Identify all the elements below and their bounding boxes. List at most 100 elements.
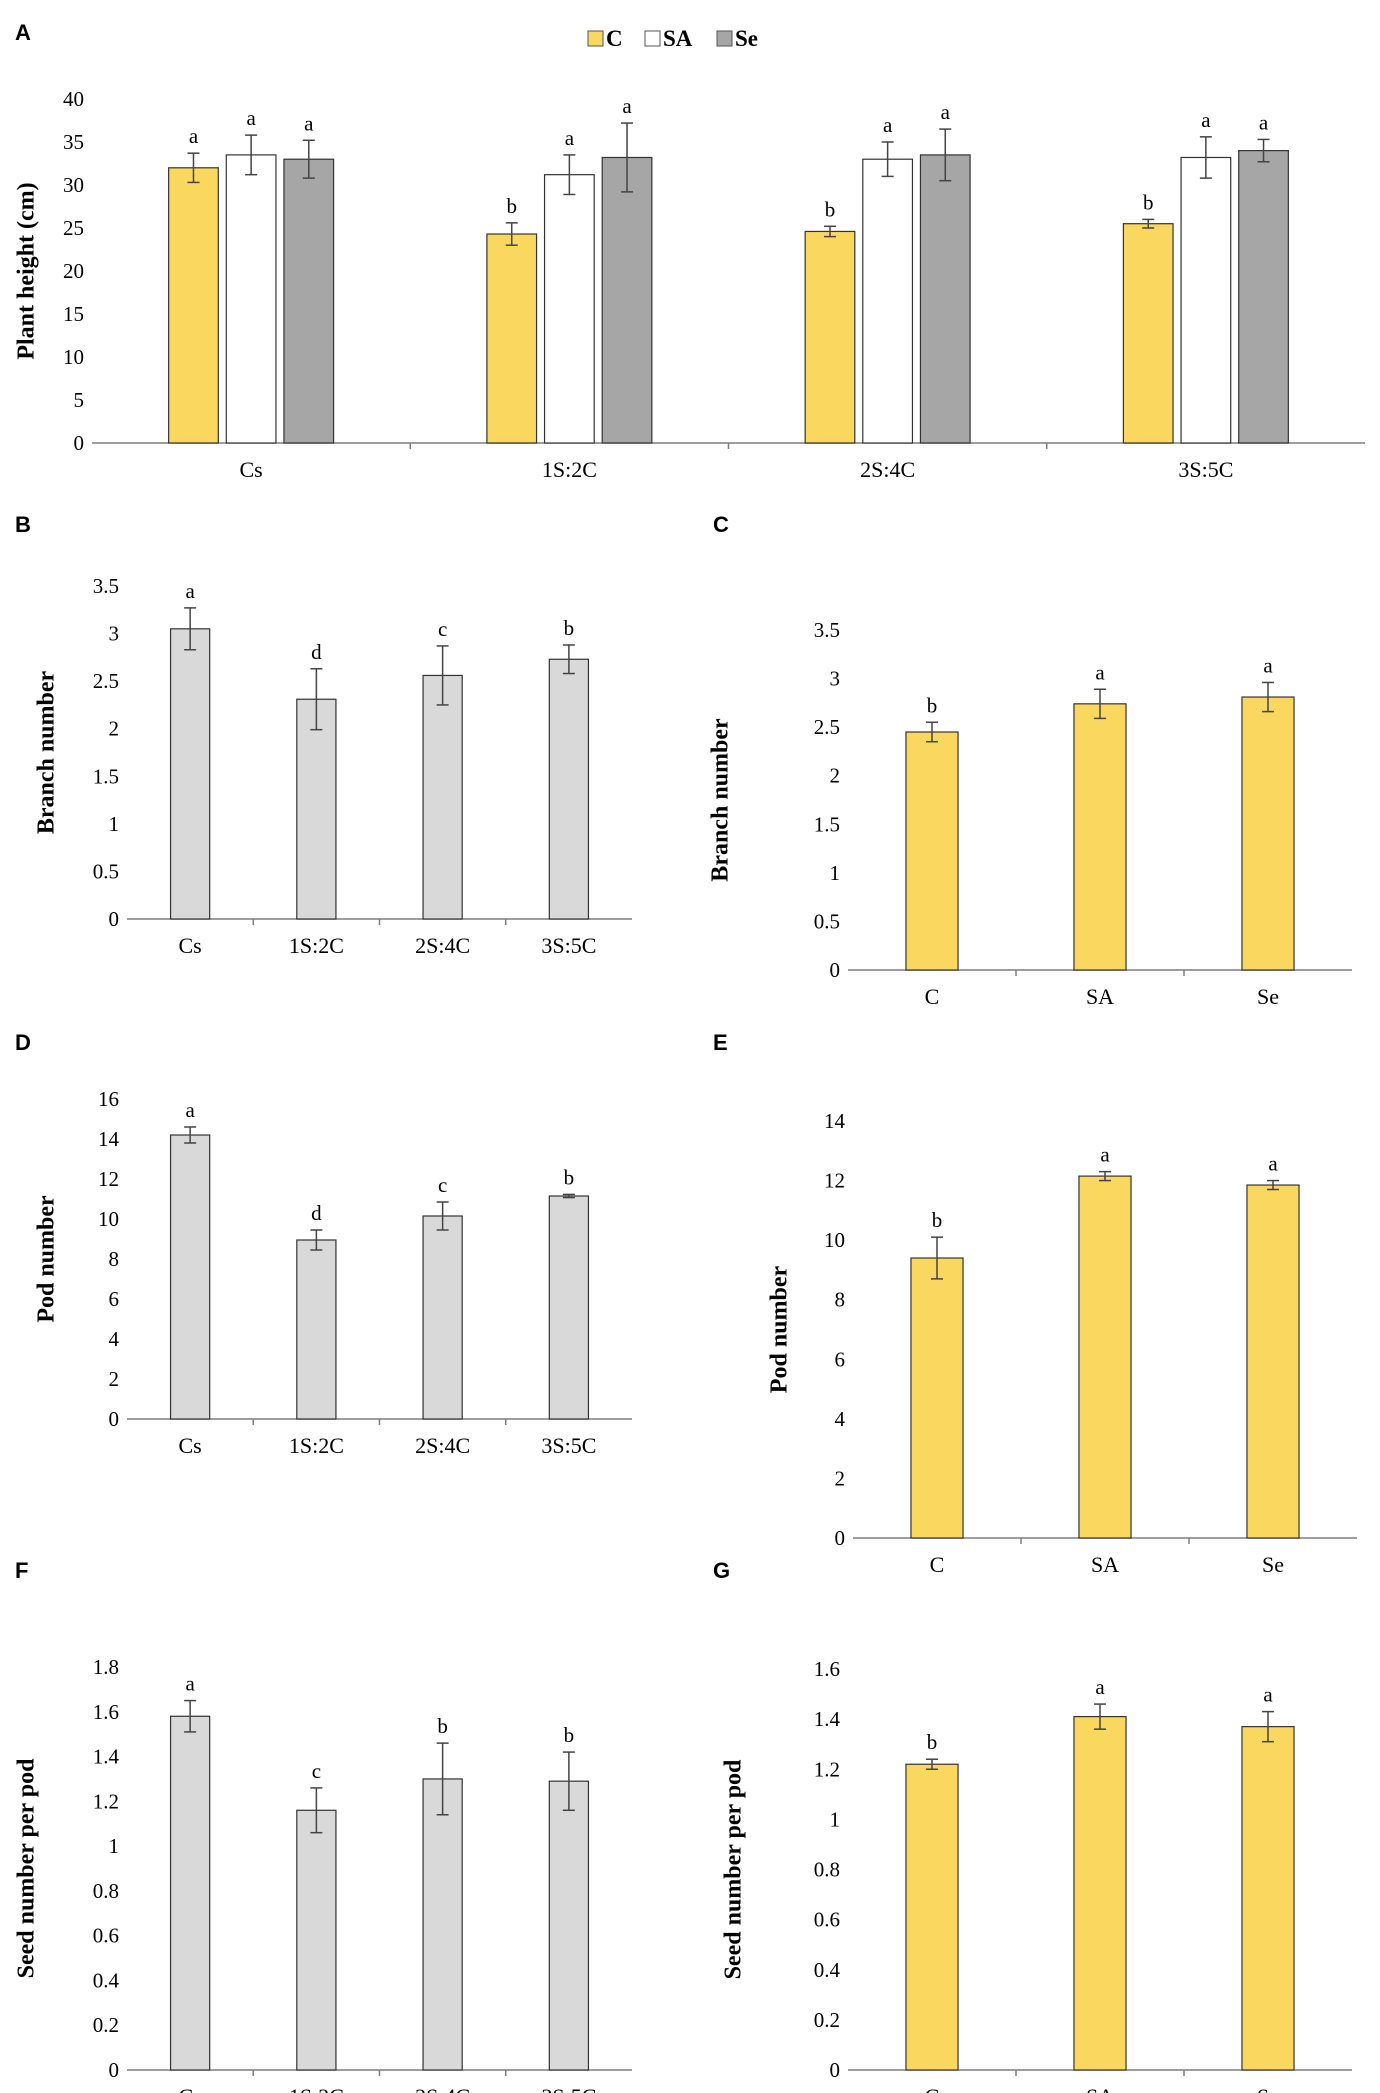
y-tick-label: 1.6 [93, 1700, 119, 1724]
x-tick-label: C [930, 1552, 945, 1577]
y-axis-title: Branch number [34, 670, 60, 834]
y-tick-label: 2.5 [814, 715, 840, 739]
y-tick-label: 1.2 [814, 1757, 840, 1781]
significance-letter: b [564, 1165, 575, 1189]
x-tick-label: 2S:4C [415, 933, 470, 958]
y-tick-label: 1.4 [814, 1707, 841, 1731]
bar [168, 167, 219, 444]
y-axis-title: Pod number [767, 1265, 793, 1393]
y-tick-label: 35 [63, 130, 84, 154]
y-tick-label: 0 [109, 907, 120, 931]
y-tick-label: 0 [830, 958, 841, 982]
x-tick-label: Cs [179, 2084, 202, 2093]
bar [169, 1715, 211, 2071]
significance-letter: b [927, 1730, 938, 1754]
bar [919, 154, 971, 444]
y-tick-label: 10 [824, 1228, 845, 1252]
significance-letter: a [1095, 1675, 1105, 1699]
y-tick-label: 0.6 [814, 1908, 840, 1932]
y-tick-label: 8 [835, 1288, 846, 1312]
y-tick-label: 10 [63, 345, 84, 369]
y-tick-label: 0 [830, 2058, 841, 2082]
significance-letter: b [564, 616, 575, 640]
y-tick-label: 0 [74, 431, 85, 455]
x-tick-label: SA [1091, 1552, 1119, 1577]
legend-swatch-se [716, 30, 733, 47]
bar [422, 674, 463, 920]
legend: C SA Se [587, 26, 758, 51]
significance-letter: a [1263, 1683, 1273, 1707]
significance-letter: a [1268, 1152, 1278, 1176]
significance-letter: c [438, 617, 447, 641]
significance-letter: a [565, 126, 575, 150]
x-tick-label: 1S:2C [289, 933, 344, 958]
bar [1122, 223, 1174, 444]
y-tick-label: 0.8 [814, 1858, 840, 1882]
panel-label-g: G [713, 1558, 730, 1583]
x-tick-label: 2S:4C [860, 457, 915, 482]
bar [543, 174, 595, 444]
y-tick-label: 0 [109, 1407, 120, 1431]
bar [169, 628, 211, 920]
significance-letter: b [564, 1723, 575, 1747]
significance-letter: b [927, 693, 938, 717]
significance-letter: a [1100, 1143, 1110, 1167]
bar [548, 658, 590, 920]
y-tick-label: 1.5 [814, 812, 840, 836]
y-tick-label: 6 [835, 1347, 846, 1371]
panel-label-d: D [15, 1030, 31, 1055]
bar [296, 1239, 337, 1420]
bar [422, 1215, 463, 1420]
panel-label-e: E [713, 1030, 728, 1055]
panel-label-b: B [15, 512, 31, 537]
x-tick-label: 2S:4C [415, 2084, 470, 2093]
y-axis-title: Branch number [708, 718, 734, 882]
bar [910, 1257, 964, 1539]
y-tick-label: 0.4 [93, 1968, 120, 1992]
significance-letter: c [438, 1173, 447, 1197]
bar [548, 1195, 590, 1420]
significance-letter: a [304, 111, 314, 135]
y-tick-label: 1 [109, 1834, 120, 1858]
y-tick-label: 2 [830, 764, 841, 788]
y-tick-label: 4 [835, 1407, 846, 1431]
y-tick-label: 20 [63, 259, 84, 283]
panel-d: D 0 2 4 6 8 10 12 14 16 Pod number Cs a 1S:2C d 2S:4C c 3… [15, 1030, 632, 1458]
y-tick-label: 3.5 [93, 574, 119, 598]
y-tick-label: 1 [830, 861, 841, 885]
bar [1241, 1726, 1295, 2071]
y-tick-label: 10 [98, 1207, 119, 1231]
y-tick-label: 2 [109, 1367, 120, 1391]
bar [1246, 1184, 1300, 1539]
y-tick-label: 0.8 [93, 1879, 119, 1903]
significance-letter: a [1095, 660, 1105, 684]
significance-letter: a [185, 1672, 195, 1696]
bar [905, 731, 959, 971]
y-axis-title: Seed number per pod [721, 1759, 747, 1979]
bar [169, 1134, 211, 1420]
bar [804, 230, 856, 444]
y-axis-title: Plant height (cm) [14, 182, 40, 359]
significance-letter: b [1143, 190, 1154, 214]
x-tick-label: 2S:4C [415, 1433, 470, 1458]
x-tick-label: 3S:5C [541, 933, 596, 958]
y-tick-label: 3.5 [814, 618, 840, 642]
significance-letter: b [506, 194, 517, 218]
bar [422, 1778, 463, 2071]
panel-f: F 0 0.2 0.4 0.6 0.8 1 1.2 1.4 1.6 1.8 Seed number p… [14, 1558, 632, 2093]
bar [225, 154, 277, 444]
x-tick-label: Cs [179, 1433, 202, 1458]
significance-letter: b [437, 1714, 448, 1738]
y-axis-title: Seed number per pod [14, 1758, 40, 1978]
y-tick-label: 15 [63, 302, 84, 326]
panel-a: A 0 5 10 15 20 25 30 35 40 Plant height (cm) Cs a a a 1… [14, 20, 1365, 482]
y-tick-label: 0.6 [93, 1924, 119, 1948]
significance-letter: a [622, 94, 632, 118]
legend-swatch-c [587, 30, 604, 47]
y-tick-label: 1 [830, 1807, 841, 1831]
y-tick-label: 6 [109, 1287, 120, 1311]
y-tick-label: 0.2 [814, 2008, 840, 2032]
bar [1241, 696, 1295, 971]
y-tick-label: 14 [98, 1127, 120, 1151]
